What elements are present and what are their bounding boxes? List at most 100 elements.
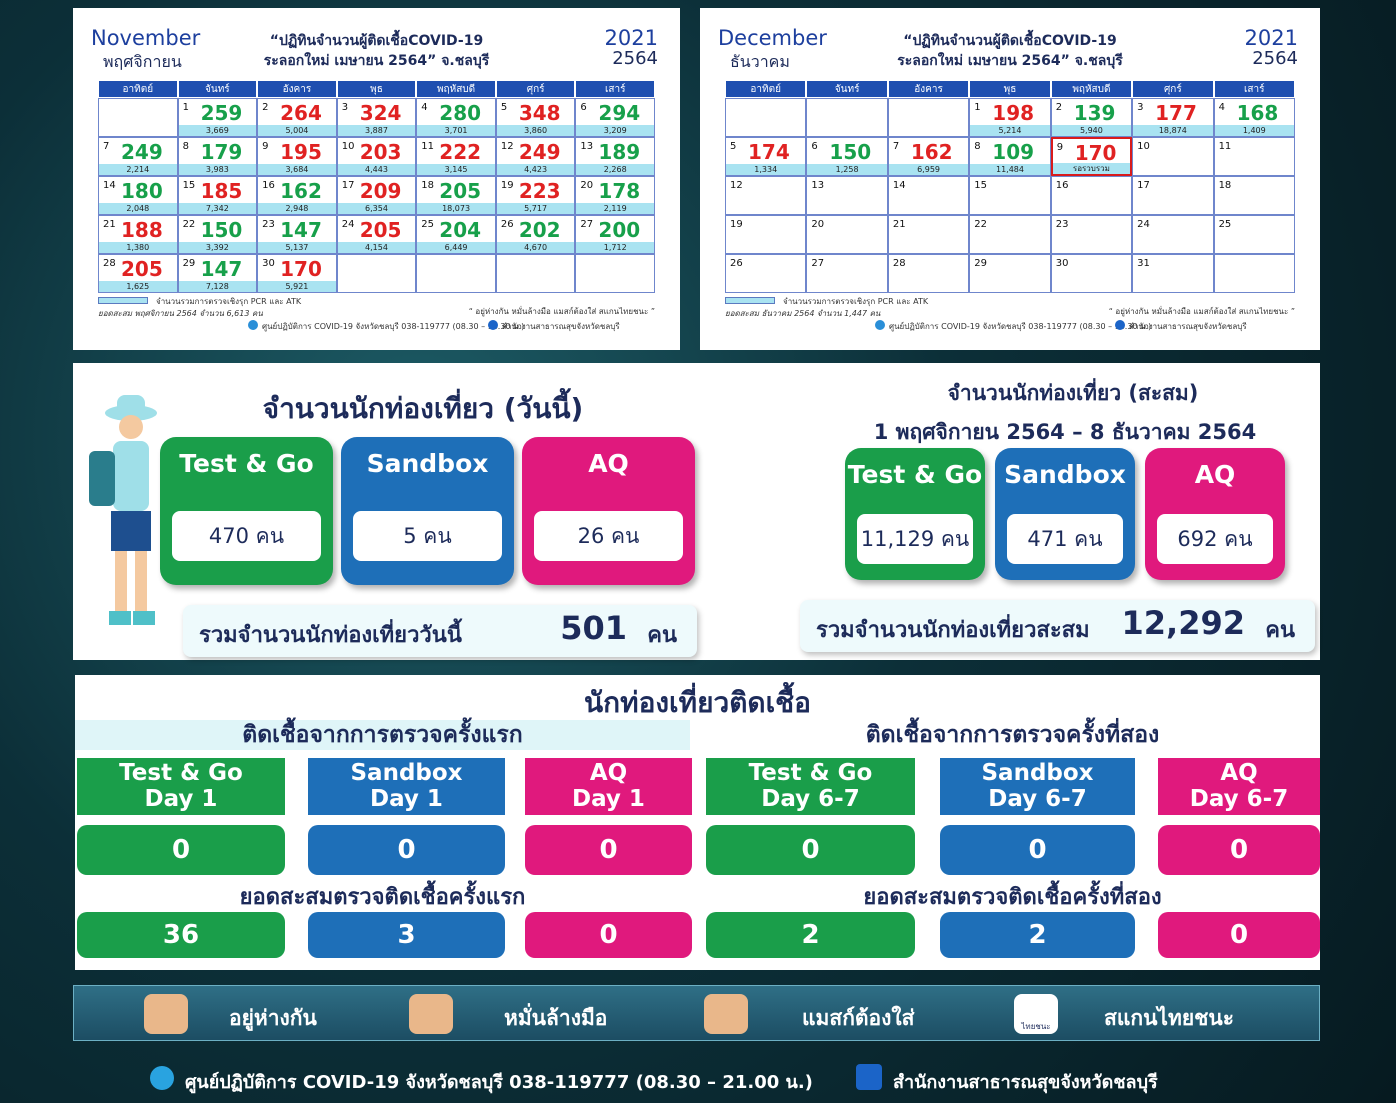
month-th: ธันวาคม [730, 52, 790, 71]
weekday-header: อาทิตย์ [98, 80, 178, 98]
measure-icon [144, 994, 188, 1034]
case-count: 178 [598, 179, 641, 203]
day-cell: 9 195 3,684 [257, 137, 337, 176]
month-th: พฤศจิกายน [103, 52, 182, 71]
test-count: 1,712 [576, 242, 654, 253]
infected-type: Sandbox Day 6-7 [940, 758, 1135, 815]
month-en: November [91, 26, 201, 50]
day-number: 12 [730, 180, 743, 191]
test-count: 7,342 [178, 203, 257, 214]
test-count: 2,268 [576, 164, 654, 175]
measure-icon [409, 994, 453, 1034]
day-number: 27 [580, 219, 594, 230]
day-cell [806, 98, 888, 137]
test-count: 3,145 [417, 164, 495, 175]
test-count: 7,128 [178, 281, 257, 292]
measure-label: สแกนไทยชนะ [1104, 1006, 1235, 1030]
year-be: 2564 [1252, 48, 1298, 69]
day-cell: 18 [1213, 176, 1295, 215]
day-number: 28 [103, 258, 116, 269]
day-cell: 4 168 1,409 [1213, 98, 1295, 137]
day-cell: 23 147 5,137 [257, 215, 337, 254]
facebook: สำนักงานสาธารณสุขจังหวัดชลบุรี [502, 322, 620, 331]
infected-day: Day 6-7 [761, 786, 860, 812]
tourist-title: จำนวนนักท่องเที่ยว (สะสม) [947, 381, 1199, 405]
tourist-type: Sandbox [1004, 460, 1126, 489]
day-number: 29 [182, 258, 196, 269]
tourist-total-bar: รวมจำนวนนักท่องเที่ยววันนี้ 501 คน [183, 605, 697, 657]
day-cell: 5 174 1,334 [725, 137, 807, 176]
test-count: 3,860 [496, 125, 575, 136]
legend-swatch [98, 297, 148, 304]
day-number: 13 [580, 141, 594, 152]
tourist-type: AQ [588, 449, 629, 478]
day-number: 15 [974, 180, 988, 191]
test-count: 3,669 [178, 125, 257, 136]
case-count: 264 [280, 101, 322, 125]
case-count: 162 [280, 179, 322, 203]
day-cell: 22 150 3,392 [177, 215, 258, 254]
day-cell: 4 280 3,701 [416, 98, 496, 137]
day-number: 18 [1218, 180, 1232, 191]
infected-cumulative: 0 [1158, 912, 1320, 958]
case-count: 195 [280, 140, 322, 164]
case-count: 177 [1155, 101, 1197, 125]
day-number: 3 [341, 102, 349, 113]
day-number: 24 [1137, 219, 1150, 230]
tourist-count: 470 คน [172, 511, 321, 561]
day-number: 10 [341, 141, 355, 152]
test-count: รอรวบรวม [1052, 163, 1131, 174]
case-count: 150 [829, 140, 872, 164]
day-number: 17 [341, 180, 355, 191]
contact: ศูนย์ปฏิบัติการ COVID-19 จังหวัดชลบุรี 0… [262, 322, 525, 331]
tourist-total: 12,292 [1121, 604, 1245, 642]
day-number: 22 [974, 219, 988, 230]
day-number: 10 [1137, 141, 1150, 152]
weekday-header: จันทร์ [806, 80, 888, 98]
day-number: 8 [974, 141, 981, 152]
case-count: 189 [598, 140, 641, 164]
tourist-type: AQ [1194, 460, 1236, 489]
test-count: 3,887 [337, 125, 416, 136]
day-number: 26 [730, 258, 743, 269]
case-count: 249 [518, 140, 561, 164]
day-number: 7 [892, 141, 900, 152]
day-cell: 2 139 5,940 [1050, 98, 1133, 137]
tourist-count: 26 คน [534, 511, 683, 561]
case-count: 180 [121, 179, 163, 203]
infected-type: AQ Day 1 [525, 758, 692, 815]
day-number: 14 [892, 180, 906, 191]
test-count: 4,154 [337, 242, 416, 253]
weekday-header: พฤหัสบดี [1050, 80, 1133, 98]
contact-icon [875, 320, 885, 330]
legend-text: จำนวนรวมการตรวจเชิงรุก PCR และ ATK [156, 297, 302, 306]
infected-today: 0 [940, 825, 1135, 875]
calendar-panel: November พฤศจิกายน “ปฏิทินจำนวนผู้ติดเชื้อ… [73, 8, 680, 350]
day-cell: 30 [1050, 254, 1133, 293]
test-count: 5,717 [496, 203, 575, 214]
day-number: 4 [1218, 102, 1225, 113]
tourist-count: 5 คน [353, 511, 502, 561]
weekday-header: พฤหัสบดี [416, 80, 496, 98]
day-cell: 22 [969, 215, 1051, 254]
case-count: 202 [518, 218, 561, 242]
day-cell: 16 [1050, 176, 1133, 215]
test-count: 2,119 [576, 203, 654, 214]
day-number: 13 [811, 180, 825, 191]
day-cell: 29 [969, 254, 1051, 293]
day-cell: 23 [1050, 215, 1133, 254]
weekday-header: ศุกร์ [1132, 80, 1214, 98]
day-cell: 24 [1132, 215, 1214, 254]
case-count: 204 [439, 218, 482, 242]
infected-today: 0 [525, 825, 692, 875]
day-cell: 7 249 2,214 [98, 137, 178, 176]
day-cell: 10 203 4,443 [336, 137, 417, 176]
case-count: 174 [748, 140, 790, 164]
day-cell: 8 179 3,983 [177, 137, 258, 176]
tourist-box: Test & Go 470 คน [160, 437, 333, 585]
case-count: 280 [439, 101, 482, 125]
case-count: 200 [598, 218, 641, 242]
day-number: 27 [811, 258, 825, 269]
day-number: 19 [500, 180, 514, 191]
case-count: 147 [280, 218, 322, 242]
